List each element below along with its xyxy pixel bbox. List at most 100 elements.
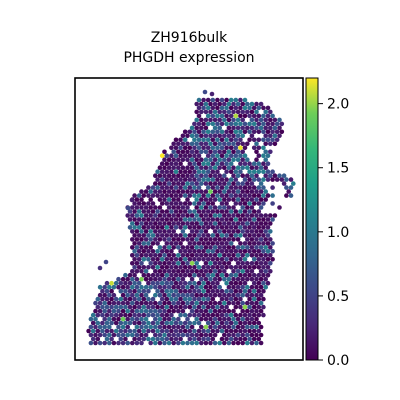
expression-spot bbox=[224, 312, 229, 318]
expression-spot bbox=[208, 284, 213, 290]
expression-spot bbox=[249, 133, 255, 139]
expression-spot bbox=[217, 101, 222, 107]
expression-spot bbox=[141, 257, 147, 262]
expression-spot bbox=[171, 316, 176, 322]
expression-spot bbox=[222, 237, 227, 242]
expression-spot bbox=[254, 261, 259, 266]
expression-spot bbox=[219, 201, 225, 206]
expression-spot bbox=[210, 336, 216, 342]
expression-spot bbox=[178, 177, 183, 182]
expression-spot bbox=[205, 241, 211, 246]
expression-spot bbox=[199, 221, 204, 226]
expression-spot bbox=[256, 153, 262, 158]
expression-spot bbox=[251, 280, 257, 286]
expression-spot bbox=[212, 229, 218, 234]
expression-spot bbox=[256, 161, 262, 166]
expression-spot bbox=[189, 308, 195, 314]
expression-spot bbox=[208, 101, 213, 107]
expression-spot bbox=[173, 320, 179, 326]
expression-spot bbox=[245, 197, 250, 202]
expression-spot bbox=[130, 253, 135, 258]
expression-spot bbox=[265, 233, 271, 238]
expression-spot bbox=[123, 304, 128, 310]
expression-spot bbox=[233, 249, 239, 254]
expression-spot bbox=[178, 272, 183, 278]
expression-spot bbox=[120, 276, 126, 282]
expression-spot bbox=[231, 181, 236, 186]
expression-spot bbox=[233, 272, 239, 278]
expression-spot bbox=[130, 261, 135, 266]
expression-spot bbox=[169, 169, 174, 174]
expression-spot bbox=[268, 133, 273, 139]
expression-spot bbox=[238, 257, 243, 262]
expression-spot bbox=[254, 340, 259, 346]
expression-spot bbox=[116, 316, 121, 322]
expression-spot bbox=[182, 169, 188, 174]
expression-spot bbox=[194, 165, 199, 170]
expression-spot bbox=[180, 189, 186, 194]
expression-spot bbox=[245, 324, 250, 330]
expression-spot bbox=[180, 205, 186, 210]
expression-spot bbox=[159, 249, 165, 254]
expression-spot bbox=[166, 324, 172, 330]
expression-spot bbox=[222, 261, 227, 266]
expression-spot bbox=[153, 284, 158, 290]
expression-spot bbox=[173, 241, 179, 246]
expression-spot bbox=[222, 157, 227, 162]
expression-spot bbox=[127, 225, 133, 230]
expression-spot bbox=[171, 245, 176, 250]
expression-spot bbox=[258, 125, 264, 131]
expression-spot bbox=[245, 261, 250, 266]
expression-spot bbox=[196, 272, 202, 278]
expression-spot bbox=[159, 209, 165, 214]
expression-spot bbox=[192, 177, 197, 182]
expression-spot bbox=[164, 161, 170, 166]
expression-spot bbox=[215, 257, 220, 262]
expression-spot bbox=[238, 328, 243, 334]
expression-spot bbox=[136, 336, 142, 342]
expression-spot bbox=[196, 97, 202, 103]
expression-spot bbox=[256, 304, 262, 310]
expression-spot bbox=[242, 193, 248, 198]
expression-spot bbox=[159, 233, 165, 238]
expression-spot bbox=[157, 308, 163, 314]
expression-spot bbox=[217, 316, 222, 322]
expression-spot bbox=[228, 257, 234, 262]
expression-spot bbox=[178, 304, 183, 310]
expression-spot bbox=[208, 316, 213, 322]
expression-spot bbox=[210, 288, 216, 294]
expression-spot bbox=[235, 117, 241, 123]
expression-spot bbox=[88, 316, 94, 322]
expression-spot bbox=[192, 153, 197, 158]
expression-spot bbox=[90, 320, 96, 326]
expression-spot bbox=[153, 213, 158, 218]
expression-spot bbox=[263, 197, 269, 202]
expression-spot bbox=[169, 177, 174, 182]
expression-spot bbox=[143, 276, 149, 282]
expression-spot bbox=[153, 276, 158, 282]
expression-spot bbox=[235, 253, 241, 258]
expression-spot bbox=[104, 336, 110, 342]
expression-spot bbox=[233, 201, 239, 206]
expression-spot bbox=[208, 213, 213, 218]
expression-spot bbox=[224, 161, 229, 166]
expression-spot bbox=[219, 145, 225, 151]
expression-spot bbox=[107, 324, 112, 330]
expression-spot bbox=[178, 312, 183, 318]
expression-spot bbox=[199, 125, 204, 131]
expression-spot bbox=[192, 185, 197, 190]
expression-spot bbox=[272, 133, 278, 139]
expression-spot bbox=[194, 253, 199, 258]
expression-spot bbox=[240, 269, 245, 274]
expression-spot bbox=[164, 177, 170, 182]
expression-spot bbox=[203, 308, 209, 314]
expression-spot bbox=[180, 324, 186, 330]
expression-spot bbox=[263, 276, 269, 282]
expression-spot bbox=[159, 217, 165, 222]
expression-spot bbox=[125, 316, 130, 322]
expression-spot bbox=[256, 265, 262, 270]
expression-spot bbox=[238, 288, 243, 294]
expression-spot bbox=[245, 276, 250, 282]
expression-spot bbox=[185, 340, 190, 346]
expression-spot bbox=[235, 133, 241, 139]
